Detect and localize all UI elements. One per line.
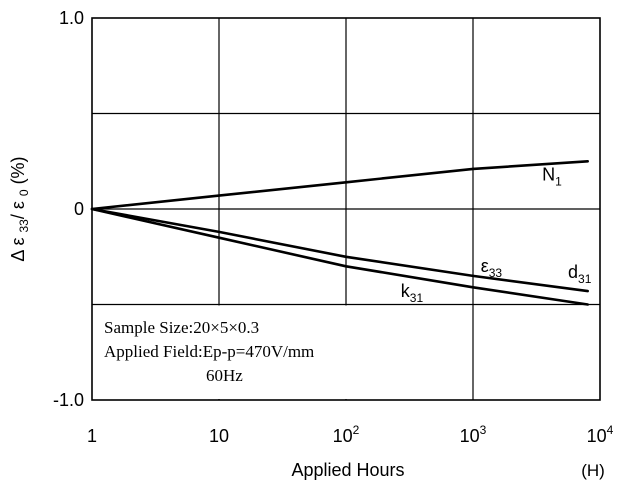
x-axis-unit: (H) [581,461,605,480]
y-label-prefix: Δ ε [8,233,28,262]
y-tick-label: 0 [74,199,84,219]
eps33-label: ε33 [481,256,503,280]
annotation-background [93,305,472,399]
d31-label: d31 [568,262,592,286]
x-tick-label: 104 [587,423,614,446]
k31-label: k31 [401,281,424,305]
annotation-box: Sample Size:20×5×0.3 Applied Field:Ep-p=4… [93,305,472,399]
x-tick-label: 1 [87,426,97,446]
series-line-eps33 [90,207,589,293]
series-line-n1 [90,160,589,211]
x-tick-label: 102 [333,423,360,446]
y-label-sub1: 33 [17,219,31,233]
series-line-k31 [90,207,589,306]
x-tick-label: 10 [209,426,229,446]
series-labels: N1 ε33 d31 k31 [401,164,592,305]
y-label-sub2: 0 [17,189,31,196]
y-axis-label: Δ ε 33/ ε 0 (%) [8,156,31,261]
x-tick-label: 103 [460,423,487,446]
n1-label: N1 [542,164,562,188]
y-label-mid: / ε [8,196,28,219]
annotation-line: Sample Size:20×5×0.3 [104,318,259,337]
y-tick-label: 1.0 [59,8,84,28]
x-axis-label: Applied Hours [291,460,404,480]
plot-border [91,17,601,401]
grid-layer [92,18,600,400]
y-tick-label: -1.0 [53,390,84,410]
plot-frame [91,17,601,401]
series-layer [90,160,589,306]
y-label-suffix: (%) [8,156,28,189]
tick-labels: 1 10 102 103 104 1.0 0 -1.0 [53,8,614,446]
annotation-line: Applied Field:Ep-p=470V/mm [104,342,314,361]
annotation-line: 60Hz [206,366,243,385]
